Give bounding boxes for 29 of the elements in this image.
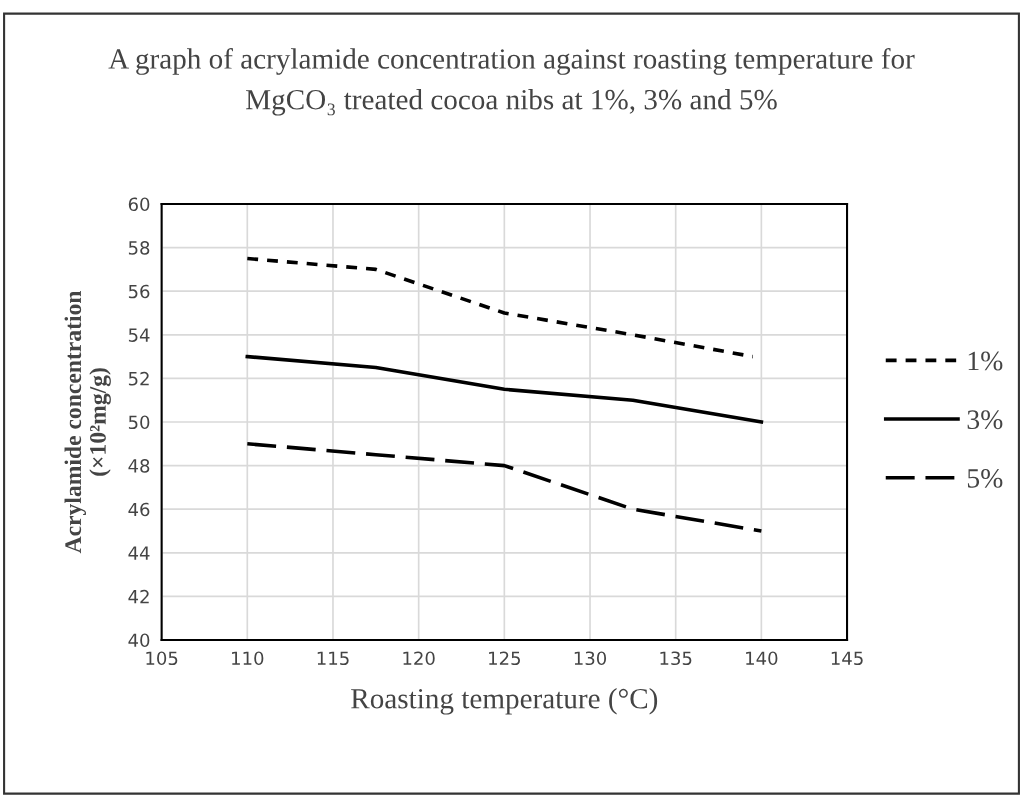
y-tick-label: 58 bbox=[128, 241, 150, 255]
x-tick-label: 120 bbox=[403, 651, 435, 666]
chart-title: A graph of acrylamide concentration against roasting temperature for MgCO₃ treated cocoa nibs at 1%, 3% and 5% bbox=[108, 48, 915, 116]
legend-label: 3% bbox=[967, 410, 1003, 430]
x-tick-label: 105 bbox=[146, 651, 178, 666]
x-tick-label: 110 bbox=[232, 651, 264, 666]
y-tick-label: 52 bbox=[128, 371, 149, 386]
line-series bbox=[245, 354, 764, 424]
legend-label: 5% bbox=[967, 468, 1003, 488]
legend-label: 1% bbox=[968, 351, 1003, 371]
x-axis-title: Roasting temperature (°C) bbox=[351, 688, 658, 715]
x-tick-label: 130 bbox=[574, 651, 607, 666]
y-tick-label: 40 bbox=[128, 633, 150, 648]
x-tick-label: 135 bbox=[660, 651, 692, 666]
y-tick-label: 60 bbox=[128, 197, 150, 212]
y-tick-label: 44 bbox=[128, 546, 150, 560]
x-tick-label: 115 bbox=[317, 651, 349, 666]
x-tick-label: 145 bbox=[831, 651, 863, 666]
x-tick-label: 125 bbox=[489, 651, 520, 666]
y-tick-label: 46 bbox=[128, 502, 150, 517]
y-tick-label: 48 bbox=[128, 459, 150, 473]
line-series bbox=[245, 256, 755, 359]
x-tick-label: 140 bbox=[746, 651, 778, 666]
y-tick-label: 42 bbox=[128, 589, 149, 604]
line-series bbox=[245, 441, 764, 533]
y-axis-title: Acrylamide concentration (×10²mg/g) bbox=[64, 290, 111, 554]
y-tick-label: 54 bbox=[128, 328, 150, 342]
y-tick-label: 50 bbox=[128, 415, 150, 430]
y-tick-label: 56 bbox=[128, 284, 150, 299]
